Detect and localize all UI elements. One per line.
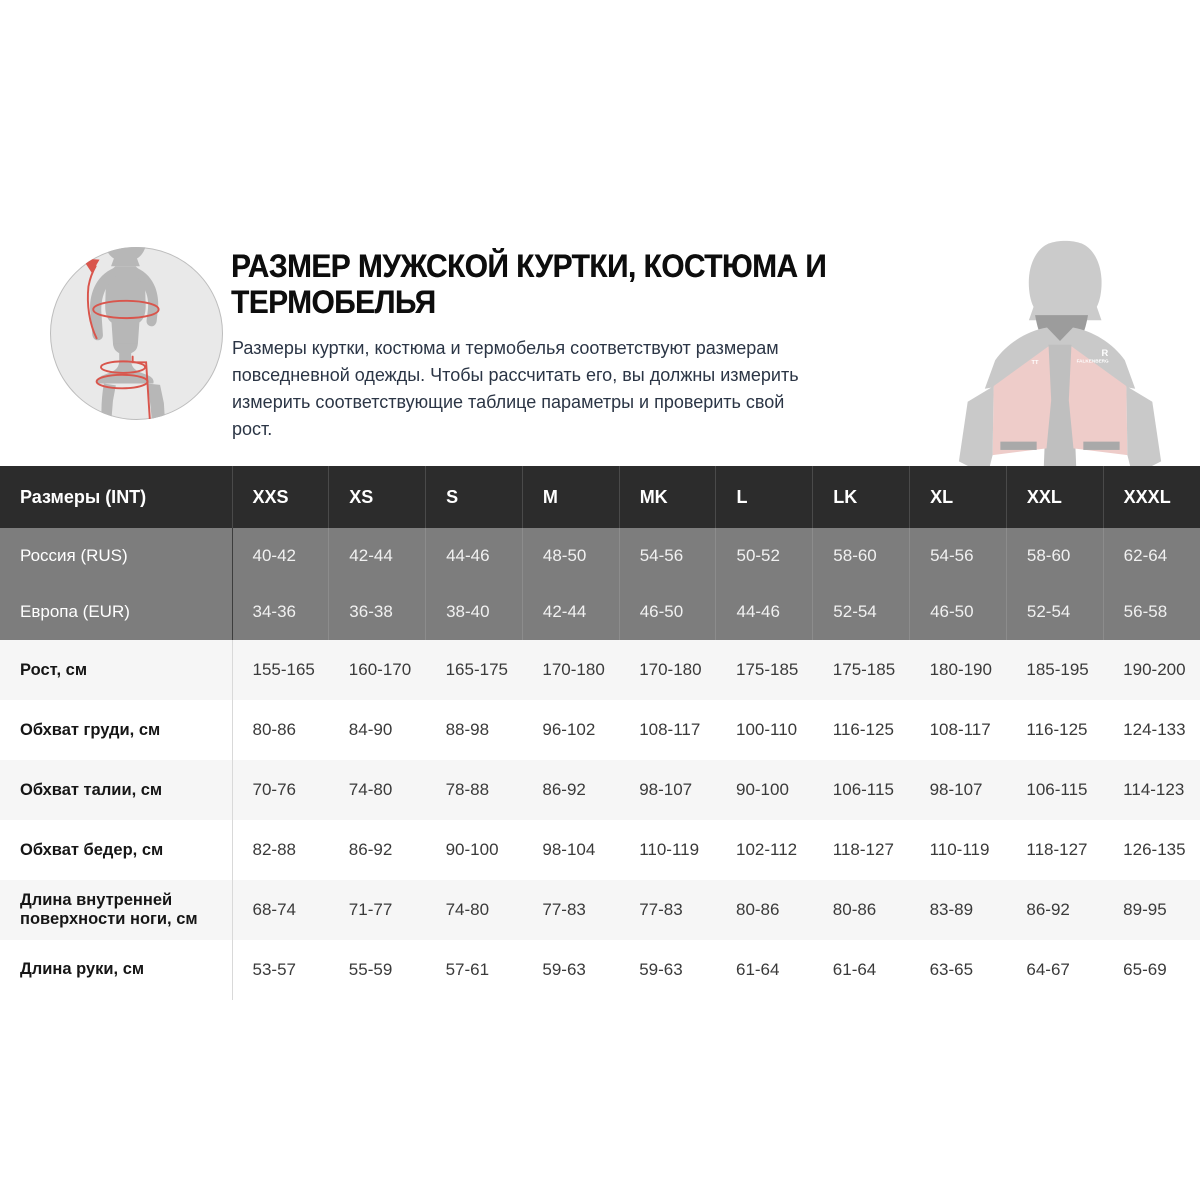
- svg-text:R: R: [1101, 348, 1108, 358]
- svg-text:FALKENBERG: FALKENBERG: [1077, 358, 1109, 363]
- svg-text:TT: TT: [1031, 360, 1038, 366]
